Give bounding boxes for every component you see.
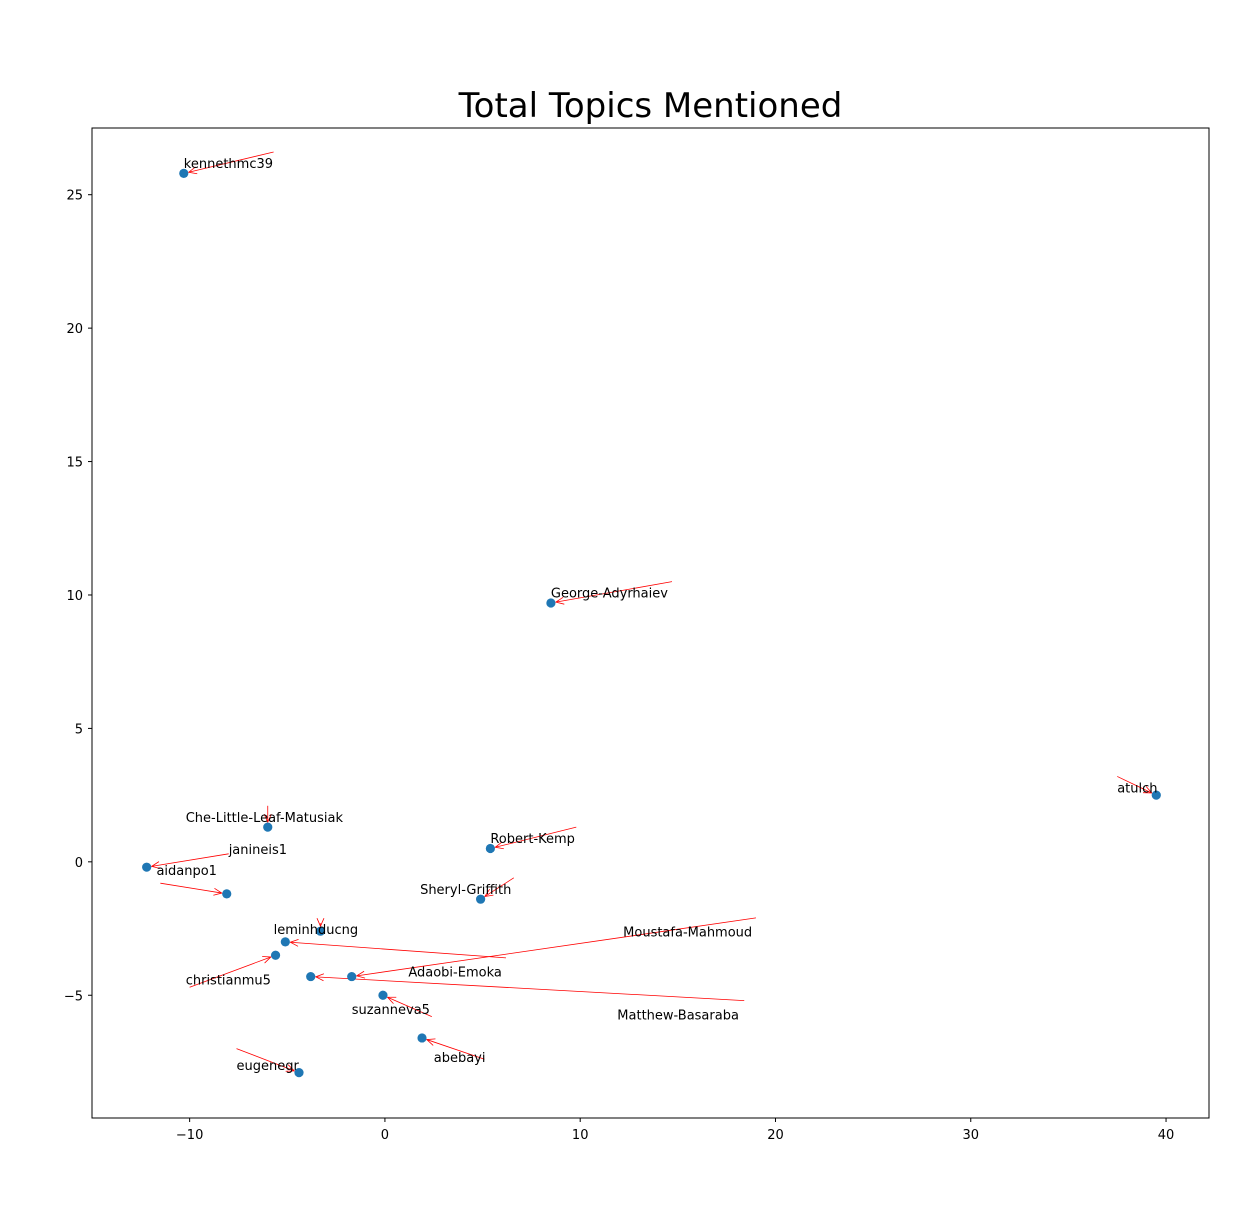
annotation-arrow-line [426, 1039, 485, 1060]
annotation-arrow-head [425, 1038, 436, 1046]
data-point [306, 971, 316, 982]
annotation-arrow-line [555, 581, 673, 603]
x-tick-label: 0 [381, 1128, 389, 1143]
y-tick-label: 15 [66, 456, 83, 471]
point-label: christianmu5 [186, 974, 271, 989]
x-tick-label: 30 [962, 1128, 979, 1143]
y-tick-label: 0 [75, 856, 83, 871]
data-point [378, 990, 388, 1000]
annotation-arrow-head [289, 938, 299, 947]
point-label: Sheryl-Griffith [420, 883, 511, 898]
annotation-arrow-line [290, 941, 507, 959]
y-axis: −5 0 5 10 15 20 25 [64, 189, 92, 1004]
data-point [142, 862, 152, 872]
point-label: abebayi [434, 1051, 486, 1066]
point-label: Che-Little-Leaf-Matusiak [186, 811, 344, 826]
annotation-arrow-line [188, 151, 274, 173]
annotation-arrow-head [262, 956, 272, 964]
chart-title: Total Topics Mentioned [458, 86, 843, 126]
point-label: janineis1 [228, 843, 287, 858]
plot-area-frame [91, 127, 1210, 1119]
annotation-arrow-line [387, 996, 432, 1017]
annotation-arrow-line [160, 882, 222, 894]
data-point [485, 843, 495, 854]
data-point [280, 937, 290, 947]
x-tick-label: 20 [767, 1128, 784, 1143]
annotation-arrow-head [554, 596, 565, 605]
x-axis: −10 0 10 20 30 40 [176, 1118, 1174, 1143]
point-label: kennethmc39 [184, 157, 273, 172]
annotation-arrow-line [151, 853, 229, 867]
y-tick-label: 5 [75, 722, 83, 737]
data-point [1151, 790, 1161, 800]
data-point [222, 889, 232, 899]
annotation-arrow-head [213, 887, 223, 896]
data-point [270, 950, 281, 960]
annotation-arrow-head [285, 1064, 296, 1072]
y-tick-label: 10 [66, 589, 83, 604]
data-point [179, 168, 189, 178]
annotation-arrow-head [386, 996, 397, 1004]
annotation-arrow-head [483, 888, 494, 898]
annotation-arrow-head [314, 973, 325, 982]
annotation-arrow-line [484, 877, 515, 897]
annotation-arrow-head [316, 918, 325, 928]
data-point [476, 894, 486, 904]
x-tick-label: −10 [176, 1128, 203, 1143]
point-label: leminhducng [274, 923, 359, 938]
annotation-arrow-line [189, 956, 272, 988]
point-label: Moustafa-Mahmoud [623, 926, 752, 941]
annotation-arrows [150, 151, 1153, 1072]
data-point [263, 822, 273, 832]
point-label: George-Adyrhaiev [551, 587, 668, 602]
point-label: Robert-Kemp [490, 832, 575, 847]
point-label: Matthew-Basaraba [617, 1008, 739, 1023]
y-tick-label: 25 [66, 189, 83, 204]
annotation-arrow-line [356, 917, 757, 977]
x-tick-label: 40 [1158, 1128, 1175, 1143]
point-label: suzanneva5 [352, 1003, 430, 1018]
y-tick-label: −5 [64, 989, 83, 1004]
data-point [294, 1068, 304, 1078]
annotation-arrow-head [150, 861, 161, 869]
annotation-arrow-line [315, 976, 745, 1001]
data-point [417, 1033, 427, 1043]
annotation-arrow-line [236, 1048, 295, 1072]
data-point [546, 598, 556, 608]
annotation-arrow-line [1117, 776, 1152, 794]
data-point [315, 926, 326, 936]
annotation-arrow-head [1143, 786, 1153, 794]
point-labels: kennethmc39 George-Adyrhaiev atulch Che-Lit… [156, 157, 1157, 1074]
point-label: eugenegr [237, 1059, 300, 1074]
data-points [142, 168, 1161, 1078]
data-point [347, 971, 357, 982]
y-tick-label: 20 [66, 322, 83, 337]
annotation-arrow-head [355, 970, 366, 979]
point-label: atulch [1117, 781, 1157, 796]
annotation-arrow-head [187, 166, 198, 175]
point-label: aidanpo1 [156, 864, 217, 879]
annotation-arrow-head [263, 813, 272, 824]
annotation-arrow-line [495, 826, 577, 848]
annotation-arrow-head [494, 841, 504, 850]
x-tick-label: 10 [572, 1128, 589, 1143]
point-label: Adaobi-Emoka [408, 966, 502, 981]
